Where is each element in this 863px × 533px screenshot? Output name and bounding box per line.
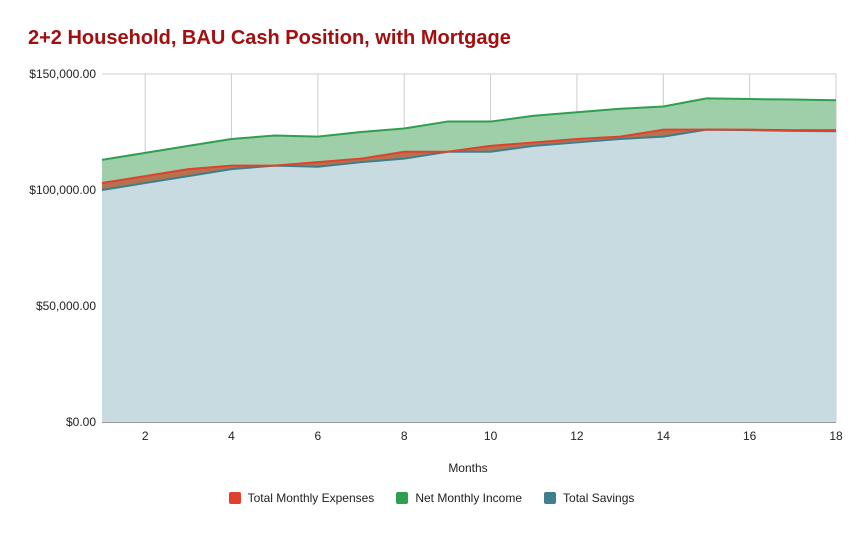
legend-label-savings: Total Savings: [563, 491, 635, 505]
x-tick-label: 14: [657, 429, 671, 443]
x-tick-label: 6: [315, 429, 322, 443]
series-lines: [101, 97, 837, 191]
y-axis-ticks: $0.00 $50,000.00 $100,000.00 $150,000.00: [29, 67, 96, 429]
legend: Total Monthly Expenses Net Monthly Incom…: [0, 491, 863, 505]
legend-swatch-income: [396, 492, 409, 504]
y-tick-label: $150,000.00: [29, 67, 96, 81]
series-line-1: [101, 97, 837, 161]
x-axis-ticks: 2 4 6 8 10 12 14 16 18: [142, 429, 843, 443]
x-tick-label: 8: [401, 429, 408, 443]
series-line-0: [101, 128, 836, 185]
legend-label-income: Net Monthly Income: [415, 491, 523, 505]
area-2: [102, 129, 836, 422]
x-tick-label: 2: [142, 429, 149, 443]
chart-title: 2+2 Household, BAU Cash Position, with M…: [28, 27, 511, 49]
y-tick-label: $50,000.00: [36, 299, 96, 313]
legend-swatch-expenses: [228, 492, 241, 504]
x-axis-title: Months: [448, 461, 487, 475]
y-tick-label: $100,000.00: [29, 183, 96, 197]
legend-swatch-savings: [544, 492, 557, 504]
x-tick-label: 18: [829, 429, 843, 443]
legend-item-expenses[interactable]: Total Monthly Expenses: [228, 491, 375, 505]
x-tick-label: 16: [743, 429, 757, 443]
legend-item-income[interactable]: Net Monthly Income: [396, 491, 522, 505]
legend-label-expenses: Total Monthly Expenses: [247, 491, 375, 505]
x-tick-label: 4: [228, 429, 235, 443]
y-tick-label: $0.00: [66, 415, 96, 429]
x-tick-label: 12: [570, 429, 584, 443]
legend-item-savings[interactable]: Total Savings: [544, 491, 634, 505]
x-tick-label: 10: [484, 429, 498, 443]
series-areas: [102, 98, 836, 423]
